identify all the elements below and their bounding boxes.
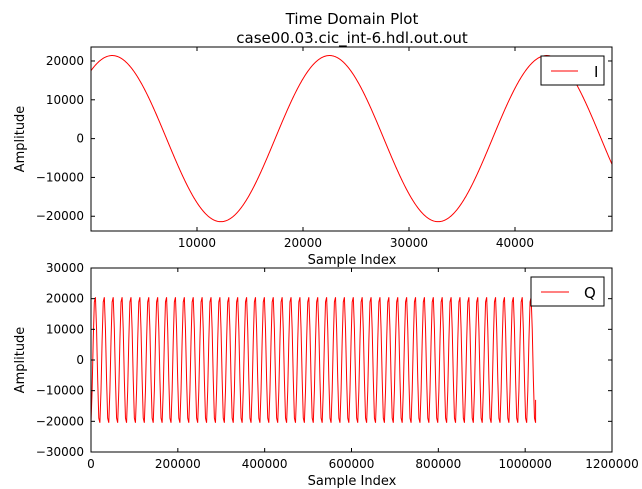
top-plot-xlabel: Sample Index: [308, 253, 397, 268]
bottom-plot-ylabel: Amplitude: [13, 327, 28, 394]
bottom-plot-ytick-label: −20000: [36, 414, 84, 428]
bottom-plot-ticks: 0 200000 400000 600000 800000 1000000 1200000−…: [36, 261, 639, 471]
top-plot-xtick-label: 20000: [284, 236, 322, 250]
top-plot-ytick-label: 0: [76, 132, 84, 146]
bottom-plot-xtick-label: 400000: [242, 457, 288, 471]
top-plot-ytick-label: 10000: [46, 93, 84, 107]
top-plot-ytick-label: −20000: [36, 209, 84, 223]
top-plot-ticks: 10000 20000 30000 40000 −20000 −10000 0 10000 20…: [36, 47, 612, 250]
figure-title-line-1: Time Domain Plot: [285, 10, 419, 28]
top-plot-series-i: [91, 55, 612, 223]
top-plot-ytick-label: −10000: [36, 170, 84, 184]
top-plot-legend-label-i: I: [594, 63, 598, 81]
bottom-plot-series-q: [91, 297, 537, 423]
bottom-plot-xtick-label: 1200000: [585, 457, 638, 471]
bottom-plot-xlabel: Sample Index: [308, 474, 397, 489]
top-plot-xtick-label: 40000: [496, 236, 534, 250]
bottom-plot-xtick-label: 800000: [415, 457, 461, 471]
bottom-plot-ytick-label: −30000: [36, 445, 84, 459]
bottom-plot-xtick-label: 1000000: [498, 457, 551, 471]
top-plot-legend: I: [540, 55, 605, 86]
bottom-plot-xtick-label: 600000: [329, 457, 375, 471]
figure-title-line-2: case00.03.cic_int-6.hdl.out.out: [236, 29, 468, 48]
bottom-plot-ytick-label: 30000: [46, 261, 84, 275]
bottom-plot-line-layer: [91, 297, 537, 423]
bottom-plot-legend: Q: [530, 276, 605, 307]
top-plot-ylabel: Amplitude: [13, 106, 28, 173]
top-plot: 10000 20000 30000 40000 −20000 −10000 0 10000 20…: [13, 46, 613, 268]
bottom-plot-ytick-label: −10000: [36, 384, 84, 398]
top-plot-xtick-label: 10000: [178, 236, 216, 250]
bottom-plot-ytick-label: 0: [76, 353, 84, 367]
bottom-plot-xtick-label: 0: [87, 457, 95, 471]
bottom-plot-ytick-label: 10000: [46, 322, 84, 336]
top-plot-xtick-label: 30000: [390, 236, 428, 250]
bottom-plot-ytick-label: 20000: [46, 292, 84, 306]
top-plot-ytick-label: 20000: [46, 54, 84, 68]
top-plot-line-layer: [91, 55, 612, 223]
bottom-plot-xtick-label: 200000: [155, 457, 201, 471]
bottom-plot-legend-label-q: Q: [584, 284, 596, 302]
bottom-plot: 0 200000 400000 600000 800000 1000000 1200000−…: [13, 261, 639, 489]
